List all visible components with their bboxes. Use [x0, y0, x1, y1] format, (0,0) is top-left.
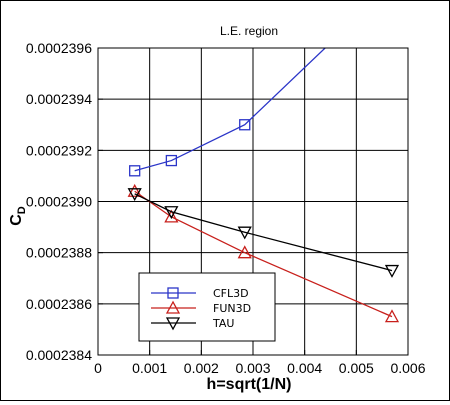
series-line-tau: [134, 193, 393, 272]
y-tick-label: 0.0002384: [26, 347, 92, 363]
y-tick-label: 0.0002394: [26, 91, 92, 107]
y-tick-label: 0.0002392: [26, 142, 92, 158]
x-tick-label: 0.001: [132, 360, 167, 376]
series-fun3d: [127, 183, 400, 323]
series-line-fun3d: [134, 190, 393, 318]
x-tick-label: 0.002: [184, 360, 219, 376]
y-axis-title-subscript: D: [16, 206, 28, 214]
legend-label-tau: TAU: [212, 317, 234, 330]
axis-ticks: 0 0.001 0.002 0.003 0.004 0.005 0.006 0.0002384…: [26, 40, 426, 376]
data-point-tau: [164, 206, 179, 220]
y-axis-title: CD: [8, 206, 28, 226]
series-line-cfl3d: [134, 48, 327, 172]
x-tick-label: 0: [94, 360, 102, 376]
series-cfl3d: [129, 48, 327, 177]
legend-item-tau: TAU: [151, 317, 234, 331]
y-tick-label: 0.0002386: [26, 296, 92, 312]
y-tick-label: 0.0002396: [26, 40, 92, 56]
data-point-cfl3d: [239, 119, 251, 131]
data-point-cfl3d: [129, 165, 141, 177]
data-point-fun3d: [384, 309, 400, 323]
y-axis-title-main: C: [8, 214, 25, 226]
legend-box: [138, 272, 276, 342]
legend-item-cfl3d: CFL3D: [151, 287, 249, 300]
data-point-tau: [384, 264, 400, 278]
y-tick-label: 0.0002388: [26, 245, 92, 261]
legend-label-fun3d: FUN3D: [213, 302, 251, 315]
data-point-fun3d: [164, 209, 179, 223]
legend: CFL3D FUN3D TAU: [138, 272, 276, 342]
legend-marker-fun3d: [165, 300, 181, 314]
x-tick-label: 0.006: [390, 360, 425, 376]
x-tick-label: 0.004: [287, 360, 322, 376]
x-tick-label: 0.005: [339, 360, 374, 376]
x-axis-title: h=sqrt(1/N): [207, 376, 292, 393]
data-point-fun3d: [237, 245, 252, 259]
data-point-cfl3d: [165, 154, 178, 167]
legend-label-cfl3d: CFL3D: [213, 287, 249, 300]
data-point-tau: [127, 188, 142, 202]
data-point-tau: [237, 226, 252, 240]
legend-marker-tau: [165, 317, 181, 331]
y-tick-label: 0.0002390: [26, 194, 92, 210]
x-tick-label: 0.003: [235, 360, 270, 376]
legend-marker-cfl3d: [167, 287, 179, 299]
chart-title: L.E. region: [220, 24, 278, 38]
series-tau: [127, 188, 400, 278]
data-point-fun3d: [127, 183, 142, 197]
legend-item-fun3d: FUN3D: [151, 300, 251, 315]
series-layer: [127, 48, 400, 323]
